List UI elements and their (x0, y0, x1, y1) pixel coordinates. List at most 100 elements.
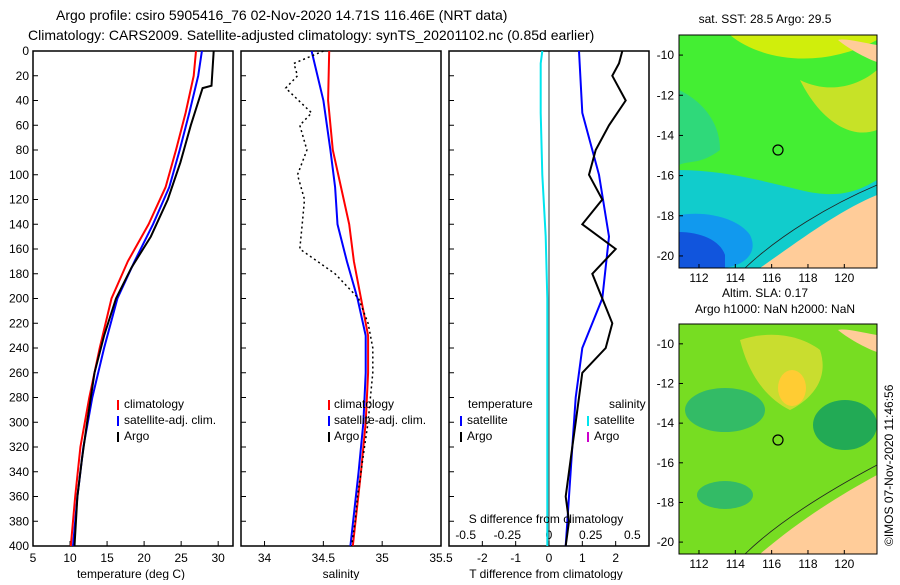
salinity-x-tick-label: 35 (375, 551, 389, 565)
imos-credit: ©IMOS 07-Nov-2020 11:46:56 (882, 384, 896, 546)
legend-salinity-title: salinity (609, 397, 646, 411)
map-lat-tick-label: -12 (657, 88, 675, 102)
temperature-x-tick-label: 20 (137, 551, 151, 565)
salinity-plot-frame (240, 50, 442, 547)
sst-land-island (838, 39, 877, 62)
sla-float-position-marker (772, 434, 784, 446)
map-lat-tick-label: -12 (657, 376, 675, 390)
map-lon-tick-label: 114 (726, 271, 745, 285)
legend-s-argo: Argo (594, 429, 620, 443)
difference-secondary-tick-label: 0.5 (624, 528, 641, 542)
map-lon-tick-label: 118 (798, 271, 817, 285)
sst-map (678, 34, 878, 269)
sla-bathymetry-contour (744, 464, 878, 555)
map-lon-tick-label: 120 (834, 557, 854, 571)
map-lon-tick-label: 112 (689, 271, 708, 285)
depth-tick-label: 60 (16, 118, 30, 132)
sst-map-title: sat. SST: 28.5 Argo: 29.5 (699, 12, 832, 26)
depth-tick-label: 20 (16, 69, 30, 83)
sla-low-patch-west (685, 388, 765, 432)
salinity-x-tick-label: 34 (258, 551, 272, 565)
depth-tick-label: 340 (9, 465, 29, 479)
depth-tick-label: 40 (16, 94, 30, 108)
depth-tick-label: 0 (22, 44, 29, 58)
profile-panels: 5 10 15 20 25 30 34 34.5 35 35.5 -2 -1 0 1 2 -0.5 -0.25 0… (30, 50, 641, 565)
depth-tick-label: 180 (9, 267, 29, 281)
map-lat-tick-label: -14 (657, 128, 675, 142)
map-lat-tick-label: -14 (657, 416, 675, 430)
temperature-x-tick-label: 5 (30, 551, 37, 565)
map-lat-tick-label: -10 (657, 48, 675, 62)
map-lon-tick-label: 112 (689, 557, 708, 571)
map-lat-tick-label: -16 (657, 456, 675, 470)
header-line-2: Climatology: CARS2009. Satellite-adjuste… (28, 27, 594, 43)
legend-satellite-adj: satellite-adj. clim. (334, 413, 426, 427)
depth-tick-label: 140 (9, 217, 29, 231)
map-lon-tick-label: 120 (834, 271, 854, 285)
salinity-series-climatology (327, 50, 370, 547)
sst-bathymetry-contour (744, 184, 878, 269)
sla-land-island (838, 329, 877, 352)
difference-secondary-tick-label: 0.25 (579, 528, 603, 542)
temperature-plot-frame (32, 50, 234, 547)
temperature-legend: climatology satellite-adj. clim. Argo (117, 397, 216, 443)
sst-float-position-marker (772, 144, 784, 156)
legend-satellite-adj: satellite-adj. clim. (124, 413, 216, 427)
depth-tick-label: 80 (16, 143, 30, 157)
temperature-series-argo (73, 50, 215, 547)
depth-tick-label: 360 (9, 490, 29, 504)
depth-tick-label: 160 (9, 242, 29, 256)
sst-map-axes: -10 -12 -14 -16 -18 -20 112 114 116 118 120 (657, 48, 855, 285)
sst-cool-patch-west (679, 90, 720, 165)
sla-map (678, 323, 878, 555)
temperature-x-tick-label: 15 (100, 551, 114, 565)
difference-secondary-tick-label: -0.5 (455, 528, 476, 542)
difference-series-temperature-satellite (564, 50, 611, 547)
map-lon-tick-label: 118 (798, 557, 817, 571)
map-lat-tick-label: -18 (657, 495, 675, 509)
salinity-x-tick-label: 35.5 (429, 551, 453, 565)
sla-map-title-1: Altim. SLA: 0.17 (722, 286, 808, 300)
map-lat-tick-label: -16 (657, 169, 675, 183)
depth-tick-label: 220 (9, 316, 29, 330)
sla-land-australia (760, 475, 877, 554)
map-lat-tick-label: -20 (657, 535, 675, 549)
header-line-1: Argo profile: csiro 5905416_76 02-Nov-20… (56, 7, 507, 23)
legend-argo: Argo (124, 429, 150, 443)
depth-tick-label: 400 (9, 539, 29, 553)
salinity-legend: climatology satellite-adj. clim. Argo (328, 397, 426, 443)
legend-climatology: climatology (334, 397, 394, 411)
depth-tick-label: 240 (9, 341, 29, 355)
difference-x-tick-label: 2 (612, 551, 619, 565)
legend-s-satellite: satellite (594, 413, 635, 427)
difference-x-tick-label: 0 (546, 551, 553, 565)
salinity-series-satellite-adj-clim- (310, 50, 367, 547)
depth-tick-label: 100 (9, 168, 29, 182)
temperature-x-tick-label: 10 (63, 551, 77, 565)
depth-axis: 0 20 40 60 80 100 120 140 160 180 200 220 240 260 280 3… (9, 44, 454, 553)
depth-tick-label: 320 (9, 440, 29, 454)
sla-high-core (778, 370, 806, 406)
difference-x-tick-label: 1 (579, 551, 586, 565)
map-lon-tick-label: 116 (762, 271, 781, 285)
difference-legend: temperature salinity satellite Argo sate… (460, 397, 646, 443)
temperature-x-tick-label: 25 (174, 551, 188, 565)
map-lat-tick-label: -18 (657, 209, 675, 223)
difference-xlabel: T difference from climatology (469, 567, 623, 580)
legend-t-satellite: satellite (467, 413, 508, 427)
sst-land-australia (760, 195, 877, 268)
difference-secondary-tick-label: -0.25 (494, 528, 522, 542)
difference-series-salinity-satellite (539, 50, 549, 546)
legend-argo: Argo (334, 429, 360, 443)
legend-temperature-title: temperature (468, 397, 533, 411)
depth-tick-label: 380 (9, 514, 29, 528)
difference-series-temperature-argo (564, 50, 627, 547)
salinity-xlabel: salinity (323, 567, 360, 580)
temperature-xlabel: temperature (deg C) (77, 567, 185, 580)
map-lon-tick-label: 114 (726, 557, 745, 571)
sst-warm-patch-east (800, 70, 877, 133)
sla-low-patch-south (697, 481, 753, 509)
s-difference-xlabel: S difference from climatology (469, 512, 624, 526)
legend-climatology: climatology (124, 397, 184, 411)
depth-tick-label: 300 (9, 415, 29, 429)
